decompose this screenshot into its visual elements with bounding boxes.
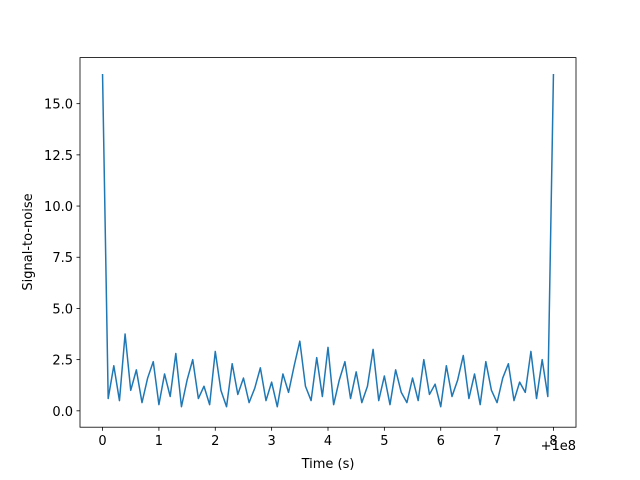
- x-tick-label: 3: [267, 434, 275, 449]
- x-tick-label: 6: [437, 434, 445, 449]
- x-tick-label: 0: [98, 434, 106, 449]
- x-offset-label: +1e8: [541, 439, 576, 454]
- y-tick-label: 0.0: [52, 405, 73, 420]
- y-axis-label: Signal-to-noise: [21, 193, 36, 290]
- x-axis-label: Time (s): [301, 457, 355, 472]
- axes-frame: [79, 57, 577, 428]
- data-line: [101, 73, 555, 408]
- y-tick-label: 2.5: [52, 354, 73, 369]
- x-tick-label: 7: [493, 434, 501, 449]
- x-tick-label: 2: [211, 434, 219, 449]
- x-tick-label: 5: [380, 434, 388, 449]
- x-tick-label: 4: [324, 434, 332, 449]
- x-tick-label: 8: [549, 434, 557, 449]
- x-tick-label: 1: [155, 434, 163, 449]
- y-tick-label: 10.0: [44, 200, 73, 215]
- y-tick-label: 12.5: [44, 149, 73, 164]
- y-tick-label: 7.5: [52, 251, 73, 266]
- y-tick-label: 5.0: [52, 302, 73, 317]
- y-tick-label: 15.0: [44, 98, 73, 113]
